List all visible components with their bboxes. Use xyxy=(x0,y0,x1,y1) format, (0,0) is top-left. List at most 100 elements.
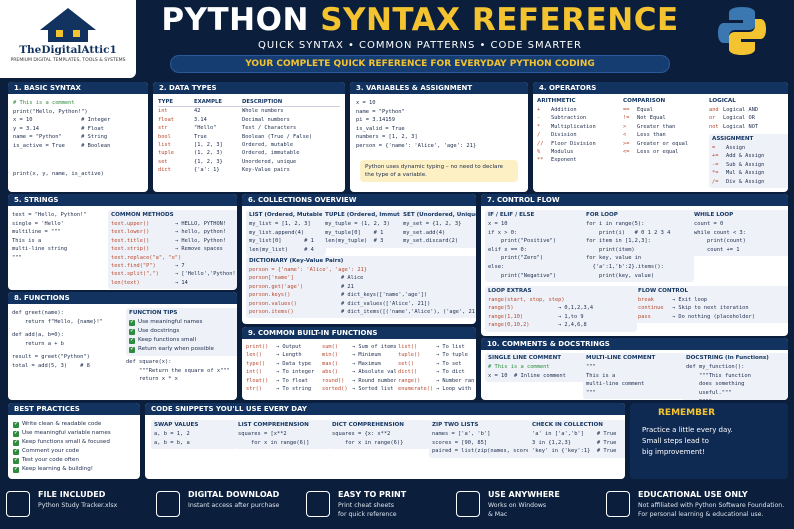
section-heading: DICT COMPREHENSION xyxy=(332,422,404,428)
footer-item: DIGITAL DOWNLOAD Instant access after pur… xyxy=(156,487,298,525)
cell: # 21 xyxy=(341,283,354,290)
code-line: pass xyxy=(686,397,787,400)
footer-icon xyxy=(606,491,630,517)
note: Python uses dynamic typing – no need to … xyxy=(360,160,518,182)
cell: tuple() xyxy=(398,352,421,359)
code-line: useful.""" xyxy=(686,389,732,396)
cell: Exponent xyxy=(551,157,577,164)
cell: range(start, stop, step) xyxy=(488,297,565,303)
cell: → 14 xyxy=(175,279,188,286)
title: PYTHON SYNTAX REFERENCE xyxy=(140,2,700,38)
table-row: /= Div & Assign xyxy=(712,178,788,186)
panel-title: 1. BASIC SYNTAX xyxy=(8,82,148,94)
code-line: def my_function(): xyxy=(686,364,745,370)
cell: Logical NOT xyxy=(723,123,759,130)
code-line: multi-line comment xyxy=(586,381,645,388)
cell: → Minimum xyxy=(352,352,381,359)
section: LOOP EXTRAS range(start, stop, step) range… xyxy=(485,286,637,332)
section: COMPARISON == Equal != Not Equal > Greater tha… xyxy=(623,98,707,156)
cell: Modulus xyxy=(551,149,574,156)
cell: float xyxy=(158,116,174,123)
cell: sum() xyxy=(322,344,338,350)
cell: /= xyxy=(712,178,719,185)
section: print(x, y, name, is_active) xyxy=(13,170,145,179)
footer-title: EASY TO PRINT xyxy=(338,490,407,499)
cell: Greater or equal xyxy=(637,140,689,147)
title-part: PYTHON xyxy=(161,2,309,38)
code-line: my_set.add(4) xyxy=(403,229,446,236)
table-row: <= Less or equal xyxy=(623,148,707,156)
cell: → 7 xyxy=(175,263,185,270)
cell: text.find("P") xyxy=(111,263,156,270)
code-line: def square(x): xyxy=(126,359,172,365)
table-row: list() → To list xyxy=(398,343,474,351)
table-row: - Subtraction xyxy=(537,114,619,122)
python-logo xyxy=(718,7,766,55)
code-line: my_list.append(4) xyxy=(249,229,305,236)
code-line: x = 10 xyxy=(488,221,508,227)
cell: Subtraction xyxy=(551,115,587,122)
panel: BEST PRACTICES Write clean & readable cod… xyxy=(8,403,140,479)
table-row: person.items() # dict_items([('name','Ali… xyxy=(249,308,475,316)
code-line: y = 3.14 # Float xyxy=(13,125,104,132)
cell: Decimal numbers xyxy=(242,116,290,123)
panel: 10. COMMENTS & DOCSTRINGS SINGLE LINE COM… xyxy=(481,338,788,400)
cell: → To string xyxy=(276,386,312,393)
check-item: Use docstrings xyxy=(129,327,235,336)
code-line: return a + b xyxy=(12,340,64,347)
cell: Multiplication xyxy=(551,123,596,130)
code-line: elif x == 0: xyxy=(488,246,527,253)
code-line: print(key, value) xyxy=(586,272,655,279)
section: SET (Unordered, Unique) my_set = {1, 2, 3… xyxy=(400,210,476,248)
section: FLOW CONTROL break → Exit loop continue → Sk… xyxy=(635,286,788,324)
code-line: pi = 3.14159 xyxy=(356,117,395,124)
cell: → Remove spaces xyxy=(175,246,223,253)
table-row: += Add & Assign xyxy=(712,152,788,160)
cell: text.upper() xyxy=(111,221,150,227)
table-row: or Logical OR xyxy=(709,114,785,122)
footer-icon xyxy=(6,491,30,517)
cell: str() xyxy=(246,386,262,393)
cell: / xyxy=(537,132,541,139)
cell: → Do nothing (placeholder) xyxy=(672,313,755,320)
code-line: names = ['a', 'b'] xyxy=(432,431,491,437)
table-row: text.strip() → Remove spaces xyxy=(111,245,236,253)
logo-box: TheDigitalAttic1 PREMIUM DIGITAL TEMPLAT… xyxy=(0,0,136,78)
section: SWAP VALUES a, b = 1, 2 a, b = b, a xyxy=(151,420,237,450)
cell xyxy=(341,266,475,274)
cell: text.replace("a", "o") xyxy=(111,254,182,261)
cell: Less or equal xyxy=(637,149,679,156)
cell: not xyxy=(709,123,719,130)
table-row: // Floor Division xyxy=(537,140,619,148)
code-line: def add(a, b=0): xyxy=(12,332,64,338)
code-line: print(item) xyxy=(586,246,635,253)
section-heading: COMPARISON xyxy=(623,98,666,104)
table-row: text.split(",") → ['Hello','Python!'] xyxy=(111,270,236,278)
code-line: print("Zero") xyxy=(488,255,544,262)
cell: Addition xyxy=(551,107,577,113)
panel: 3. VARIABLES & ASSIGNMENT x = 10 name = "P… xyxy=(350,82,528,192)
table-row: max() → Maximum xyxy=(322,360,396,368)
code-line: count += 1 xyxy=(694,246,740,253)
section: COMMON METHODS text.upper() → HELLO, PYTHO… xyxy=(108,210,237,290)
cell: abs() xyxy=(322,369,338,376)
cell: range(5) xyxy=(488,305,514,312)
cell: "Hello" xyxy=(194,125,217,132)
table-row: > Greater than xyxy=(623,123,707,131)
code-line: my_tuple[0] # 1 xyxy=(325,229,384,236)
cell: Mul & Assign xyxy=(726,170,765,177)
cell: → To set xyxy=(436,360,462,367)
code-line: for i in range(5): xyxy=(586,221,645,227)
code-line: len(my_list) # 4 xyxy=(249,246,314,253)
table-row: ** Exponent xyxy=(537,156,619,164)
cell: <= xyxy=(623,149,630,156)
table-row: sum() → Sum of items xyxy=(322,343,396,351)
cell: → Sum of items xyxy=(352,344,396,350)
section-heading: DICTIONARY (Key-Value Pairs) xyxy=(249,258,344,264)
cell: set xyxy=(158,158,168,165)
cell: // xyxy=(537,140,544,147)
brand: TheDigitalAttic1 xyxy=(19,44,117,56)
code-line: my_tuple = (1, 2, 3) xyxy=(325,221,390,227)
section: CHECK IN COLLECTION 'a' in ['a','b'] # Tr… xyxy=(529,420,625,458)
section: MULTI-LINE COMMENT """ This is a multi-line… xyxy=(583,353,685,400)
